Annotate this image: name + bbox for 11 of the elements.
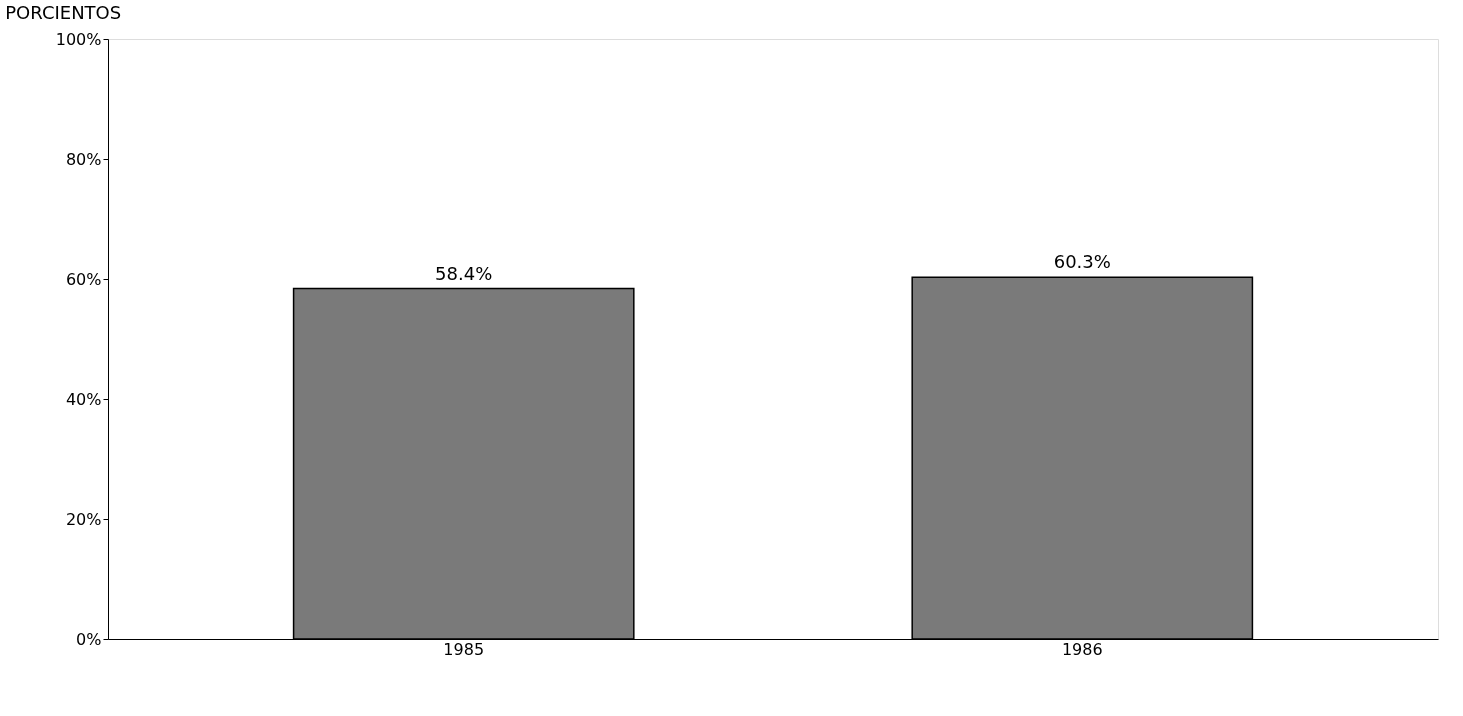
y-tick-label: 100% — [55, 29, 102, 49]
x-tick-label: 1985 — [443, 639, 485, 659]
data-label: 58.4% — [435, 262, 493, 284]
y-tick-label: 60% — [65, 269, 102, 289]
y-axis-title: PORCIENTOS — [5, 2, 122, 23]
y-tick-label: 80% — [65, 149, 102, 169]
y-tick-label: 0% — [76, 629, 102, 649]
data-label: 60.3% — [1053, 251, 1111, 273]
x-tick-label: 1986 — [1061, 639, 1103, 659]
y-tick-label: 20% — [65, 509, 102, 529]
y-tick-label: 40% — [65, 389, 102, 409]
